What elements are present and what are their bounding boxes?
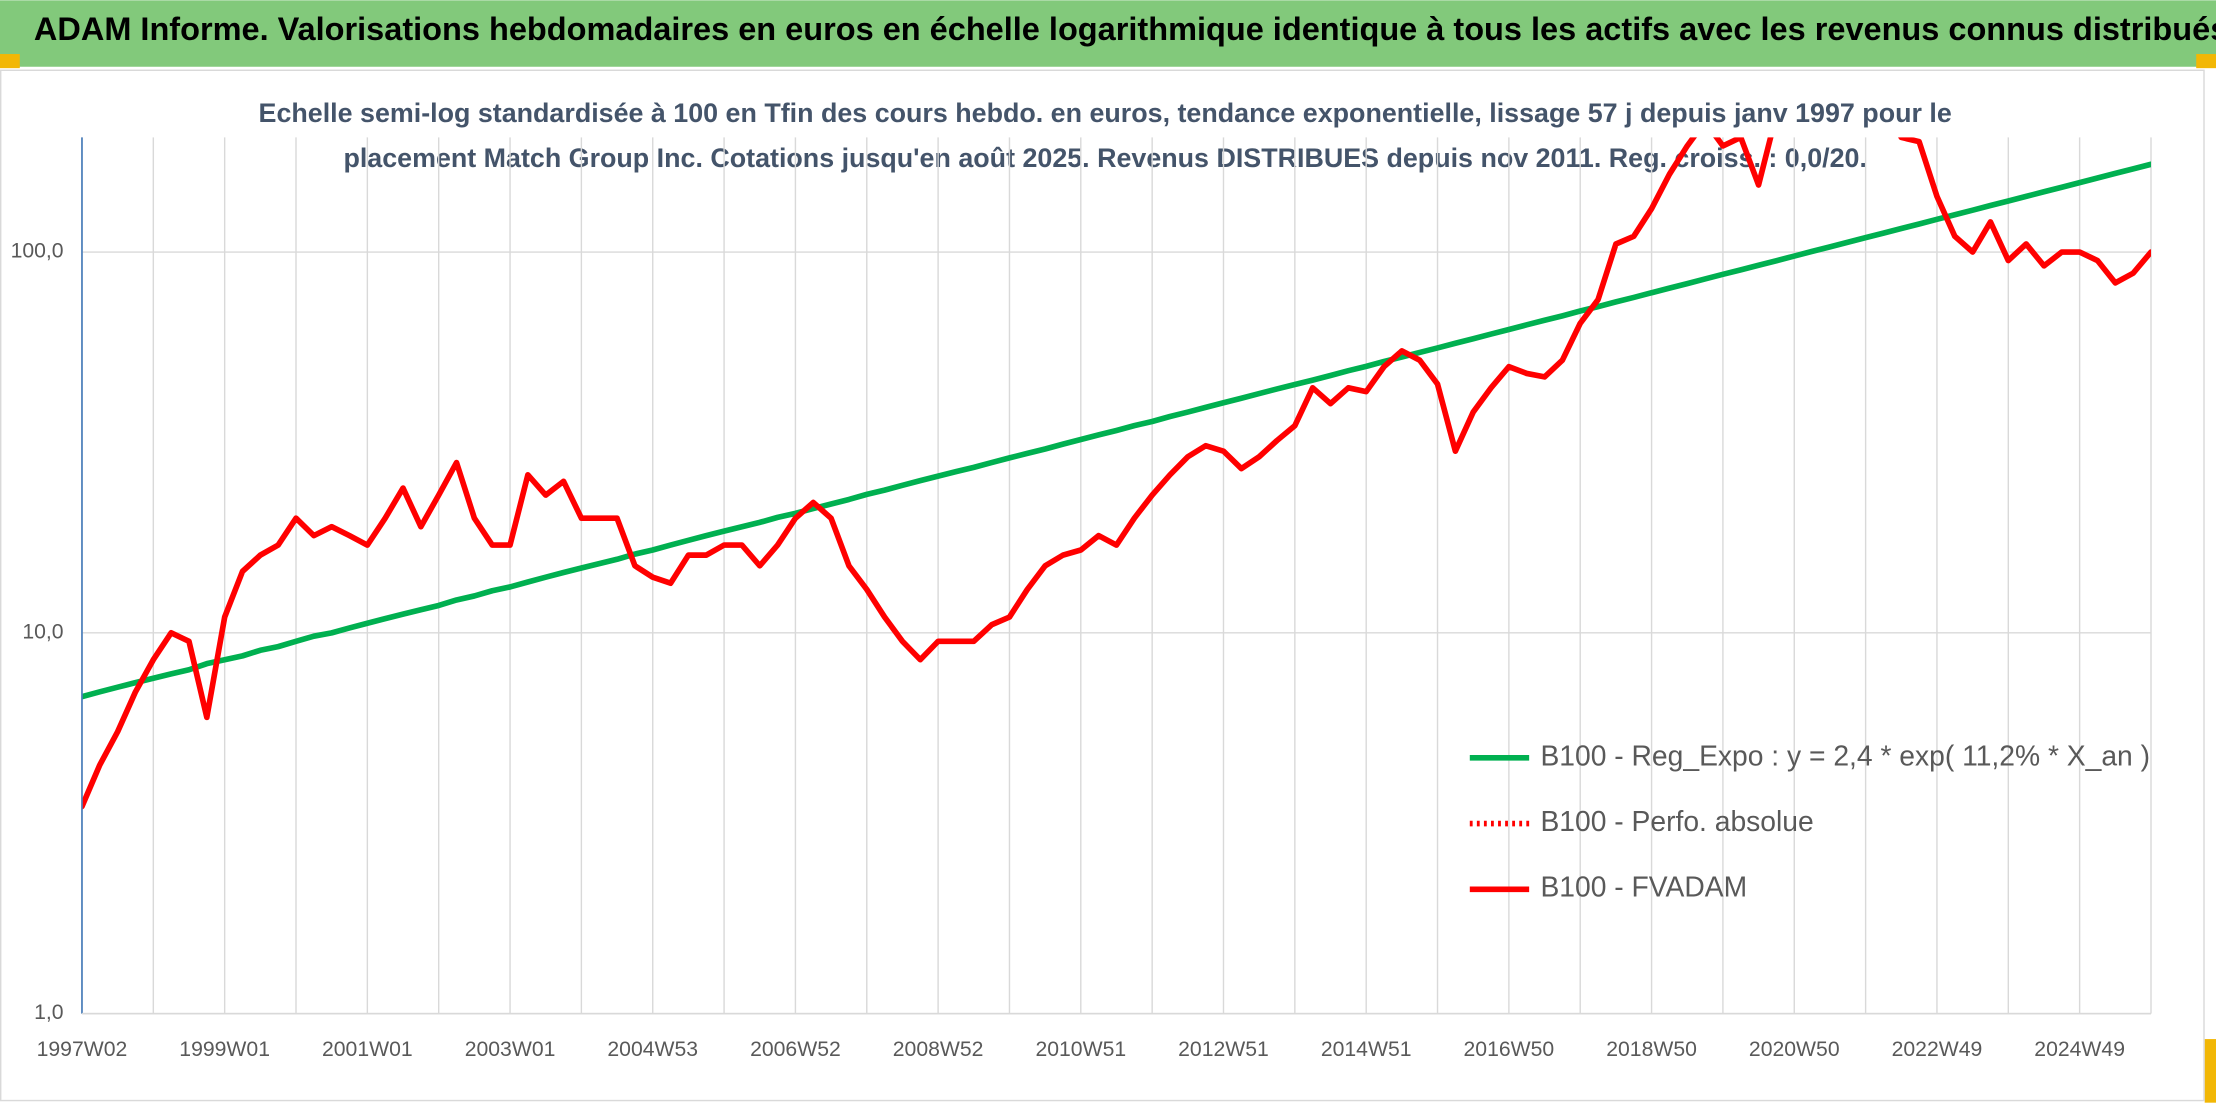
series-line bbox=[81, 137, 2151, 810]
x-tick-label: 1997W02 bbox=[37, 1038, 128, 1061]
y-tick-label: 1,0 bbox=[34, 1001, 63, 1024]
x-tick-label: 2004W53 bbox=[607, 1038, 698, 1061]
axes: 1,0 10,0 100,0 1997W02 1999W01 2001W01 2003W01… bbox=[11, 137, 2151, 1061]
y-tick-label: 10,0 bbox=[22, 620, 63, 643]
chart-frame bbox=[0, 69, 2205, 1102]
x-tick-label: 2001W01 bbox=[322, 1038, 413, 1061]
corner-mark bbox=[0, 54, 20, 69]
legend-label: B100 - Perfo. absolue bbox=[1540, 805, 1813, 837]
x-tick-label: 2008W52 bbox=[893, 1038, 984, 1061]
legend: B100 - Reg_Expo : y = 2,4 * exp( 11,2% *… bbox=[1469, 739, 2150, 903]
x-tick-label: 2018W50 bbox=[1606, 1038, 1697, 1061]
corner-mark bbox=[2204, 1039, 2216, 1103]
chart-subtitle: placement Match Group Inc. Cotations jus… bbox=[343, 143, 1866, 173]
x-tick-label: 2003W01 bbox=[465, 1038, 556, 1061]
series-line bbox=[81, 161, 2151, 700]
legend-label: B100 - Reg_Expo : y = 2,4 * exp( 11,2% *… bbox=[1540, 739, 2150, 771]
chart-subtitle: Echelle semi-log standardisée à 100 en T… bbox=[259, 98, 1952, 128]
x-tick-label: 2014W51 bbox=[1321, 1038, 1412, 1061]
chart-title: ADAM Informe. Valorisations hebdomadaire… bbox=[34, 11, 2216, 47]
header-bar bbox=[0, 0, 2216, 67]
x-tick-label: 2016W50 bbox=[1464, 1038, 1555, 1061]
x-tick-label: 2022W49 bbox=[1892, 1038, 1983, 1061]
plot-lines bbox=[81, 137, 2151, 810]
legend-label: B100 - FVADAM bbox=[1540, 871, 1747, 903]
x-tick-label: 2012W51 bbox=[1178, 1038, 1269, 1061]
x-tick-label: 2024W49 bbox=[2034, 1038, 2125, 1061]
corner-mark bbox=[2196, 54, 2216, 69]
x-tick-label: 1999W01 bbox=[179, 1038, 270, 1061]
y-tick-label: 100,0 bbox=[11, 240, 64, 263]
x-tick-label: 2006W52 bbox=[750, 1038, 841, 1061]
x-tick-label: 2010W51 bbox=[1035, 1038, 1126, 1061]
x-tick-label: 2020W50 bbox=[1749, 1038, 1840, 1061]
